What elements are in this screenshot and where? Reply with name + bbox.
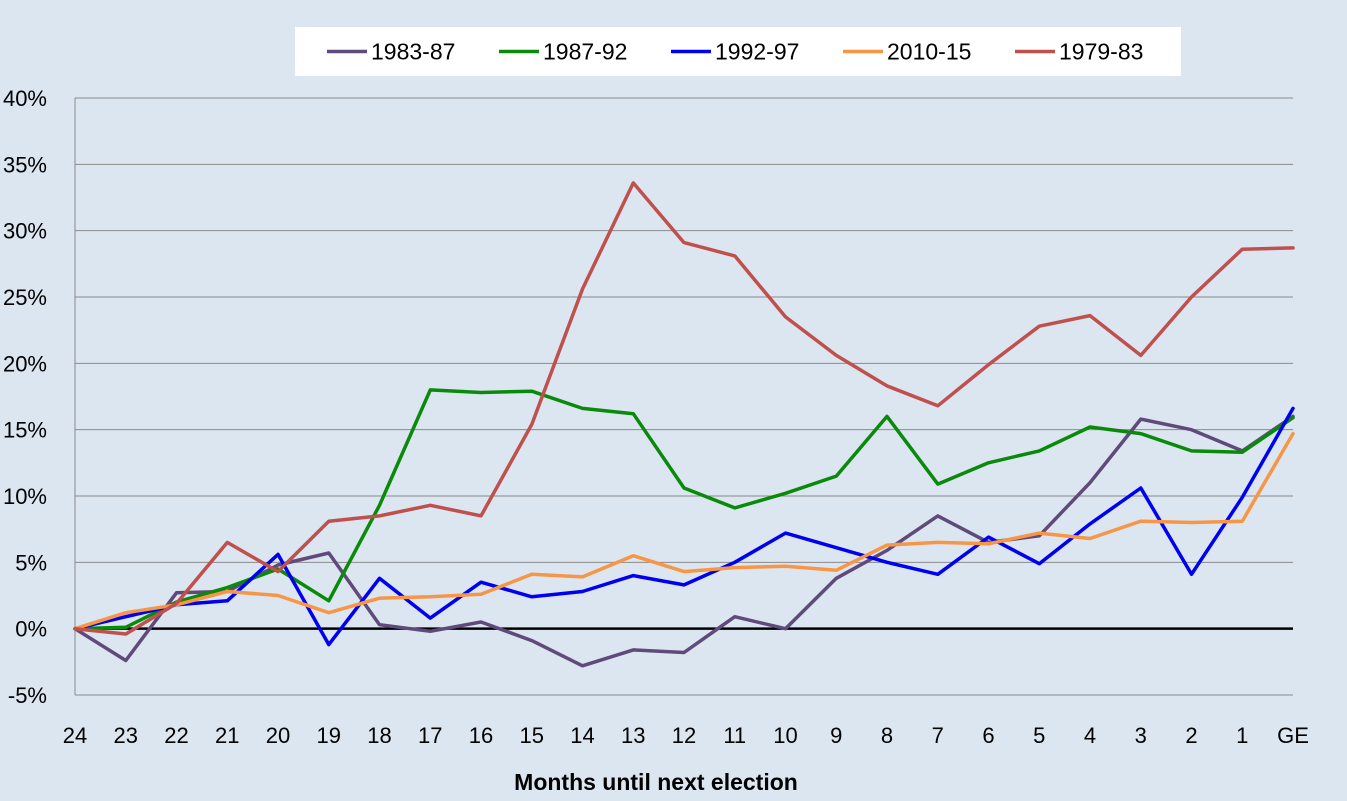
y-tick-label: 10%	[3, 484, 47, 509]
y-tick-label: 20%	[3, 351, 47, 376]
series-line-1979-83	[73, 181, 1295, 636]
x-tick-label: 6	[982, 723, 994, 748]
x-tick-label: 3	[1135, 723, 1147, 748]
y-tick-label: 40%	[3, 86, 47, 111]
x-tick-label: 21	[215, 723, 239, 748]
y-tick-label: 15%	[3, 418, 47, 443]
legend-label: 2010-15	[887, 39, 971, 65]
x-tick-label: 8	[881, 723, 893, 748]
x-tick-label: 18	[367, 723, 391, 748]
series-line-2010-15	[73, 431, 1295, 631]
x-tick-label: 4	[1084, 723, 1096, 748]
x-tick-label: 11	[723, 723, 746, 748]
x-tick-label: 2	[1185, 723, 1197, 748]
legend-label: 1983-87	[371, 39, 455, 65]
x-tick-label: 20	[266, 723, 290, 748]
gridlines	[75, 97, 1293, 696]
x-tick-label: 7	[932, 723, 944, 748]
x-axis-title: Months until next election	[514, 769, 798, 795]
x-tick-label: 13	[621, 723, 645, 748]
y-tick-label: 5%	[15, 550, 47, 575]
y-tick-label: 25%	[3, 285, 47, 310]
x-tick-label: GE	[1277, 723, 1309, 748]
legend-label: 1979-83	[1059, 39, 1143, 65]
x-tick-label: 24	[63, 723, 87, 748]
x-tick-label: 15	[520, 723, 544, 748]
tick-labels: -5%0%5%10%15%20%25%30%35%40%24 23 22 21 20 19…	[3, 86, 1309, 748]
x-tick-label: 14	[570, 723, 594, 748]
series-line-1983-87	[73, 414, 1295, 668]
x-tick-label: 19	[317, 723, 341, 748]
legend: 1983-87 1987-92 1992-97 2010-15 1979-83	[295, 27, 1181, 76]
x-tick-label: 10	[773, 723, 797, 748]
y-tick-label: 30%	[3, 219, 47, 244]
legend-label: 1987-92	[543, 39, 627, 65]
y-tick-label: 0%	[15, 617, 47, 642]
x-tick-label: 9	[830, 723, 842, 748]
legend-label: 1992-97	[715, 39, 799, 65]
x-tick-label: 5	[1033, 723, 1045, 748]
x-tick-label: 16	[469, 723, 493, 748]
series-line-1987-92	[73, 388, 1295, 631]
y-tick-label: 35%	[3, 152, 47, 177]
axes	[74, 98, 1293, 695]
x-tick-label: 12	[672, 723, 696, 748]
x-tick-label: 22	[164, 723, 188, 748]
series-lines	[73, 181, 1295, 668]
x-tick-label: 23	[114, 723, 138, 748]
y-tick-label: -5%	[8, 683, 47, 708]
x-tick-label: 17	[418, 723, 442, 748]
series-line-1992-97	[73, 406, 1295, 647]
x-tick-label: 1	[1236, 723, 1248, 748]
